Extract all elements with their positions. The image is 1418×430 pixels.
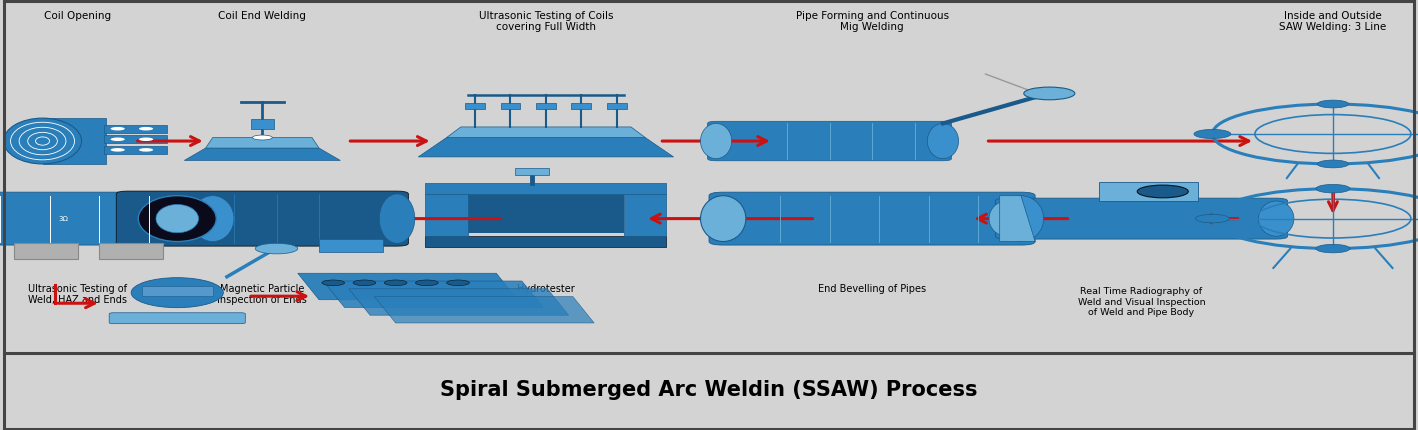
Text: Hydrotester: Hydrotester xyxy=(518,284,574,294)
FancyBboxPatch shape xyxy=(571,103,591,109)
Circle shape xyxy=(252,135,272,140)
Circle shape xyxy=(255,243,298,254)
FancyBboxPatch shape xyxy=(468,194,624,233)
Text: End Bevelling of Pipes: End Bevelling of Pipes xyxy=(818,284,926,294)
Polygon shape xyxy=(298,273,518,300)
Ellipse shape xyxy=(138,196,216,242)
FancyBboxPatch shape xyxy=(425,236,666,247)
Ellipse shape xyxy=(700,196,746,242)
Circle shape xyxy=(1195,215,1229,223)
Circle shape xyxy=(447,280,469,286)
FancyBboxPatch shape xyxy=(465,103,485,109)
FancyBboxPatch shape xyxy=(425,194,468,236)
Polygon shape xyxy=(374,297,594,323)
Ellipse shape xyxy=(380,194,415,243)
Circle shape xyxy=(353,280,376,286)
Polygon shape xyxy=(323,281,543,307)
Text: Magnetic Particle
Inspection of Ends: Magnetic Particle Inspection of Ends xyxy=(217,284,308,305)
Text: Coil End Welding: Coil End Welding xyxy=(218,11,306,21)
FancyBboxPatch shape xyxy=(43,118,106,164)
Circle shape xyxy=(111,138,125,141)
FancyBboxPatch shape xyxy=(995,198,1288,239)
Text: Ultrasonic Testing of Coils
covering Full Width: Ultrasonic Testing of Coils covering Ful… xyxy=(479,11,613,32)
Circle shape xyxy=(139,127,153,130)
Ellipse shape xyxy=(990,201,1024,236)
FancyBboxPatch shape xyxy=(104,125,167,132)
Circle shape xyxy=(384,280,407,286)
Text: Coil Opening: Coil Opening xyxy=(44,11,112,21)
Ellipse shape xyxy=(1259,201,1293,236)
Circle shape xyxy=(1317,160,1349,168)
FancyBboxPatch shape xyxy=(14,243,78,259)
Circle shape xyxy=(322,280,345,286)
Circle shape xyxy=(111,127,125,130)
Circle shape xyxy=(415,280,438,286)
FancyBboxPatch shape xyxy=(109,313,245,324)
Circle shape xyxy=(1316,244,1350,253)
FancyBboxPatch shape xyxy=(709,192,1035,245)
Polygon shape xyxy=(206,138,319,148)
Ellipse shape xyxy=(130,278,224,307)
FancyBboxPatch shape xyxy=(501,103,520,109)
Ellipse shape xyxy=(998,196,1044,242)
Text: Ultrasonic Testing of
Weld, HAZ and Ends: Ultrasonic Testing of Weld, HAZ and Ends xyxy=(28,284,128,305)
Ellipse shape xyxy=(700,123,732,159)
Polygon shape xyxy=(418,138,674,157)
Polygon shape xyxy=(184,148,340,160)
Circle shape xyxy=(1137,185,1188,198)
Circle shape xyxy=(111,148,125,152)
Circle shape xyxy=(139,138,153,141)
Circle shape xyxy=(139,148,153,152)
FancyBboxPatch shape xyxy=(104,135,167,143)
FancyBboxPatch shape xyxy=(142,286,213,296)
Ellipse shape xyxy=(156,205,199,233)
FancyBboxPatch shape xyxy=(1099,181,1198,201)
FancyBboxPatch shape xyxy=(515,168,549,175)
Ellipse shape xyxy=(927,123,959,159)
FancyBboxPatch shape xyxy=(536,103,556,109)
FancyBboxPatch shape xyxy=(708,121,951,161)
FancyBboxPatch shape xyxy=(319,239,383,252)
Ellipse shape xyxy=(191,196,234,242)
FancyBboxPatch shape xyxy=(251,119,274,129)
FancyBboxPatch shape xyxy=(607,103,627,109)
Circle shape xyxy=(1024,87,1075,100)
Circle shape xyxy=(1194,129,1231,138)
Polygon shape xyxy=(447,127,645,138)
Polygon shape xyxy=(349,289,569,315)
Text: Pipe Forming and Continuous
Mig Welding: Pipe Forming and Continuous Mig Welding xyxy=(795,11,949,32)
Text: Inside and Outside
SAW Welding: 3 Line: Inside and Outside SAW Welding: 3 Line xyxy=(1279,11,1387,32)
FancyBboxPatch shape xyxy=(425,183,666,194)
Circle shape xyxy=(1316,184,1350,193)
Text: Spiral Submerged Arc Weldin (SSAW) Process: Spiral Submerged Arc Weldin (SSAW) Proce… xyxy=(440,380,978,400)
FancyBboxPatch shape xyxy=(624,194,666,236)
FancyBboxPatch shape xyxy=(99,243,163,259)
FancyBboxPatch shape xyxy=(0,192,227,245)
Polygon shape xyxy=(1000,196,1035,242)
FancyBboxPatch shape xyxy=(116,191,408,246)
Text: Real Time Radiography of
Weld and Visual Inspection
of Weld and Pipe Body: Real Time Radiography of Weld and Visual… xyxy=(1078,287,1205,317)
Ellipse shape xyxy=(4,118,81,164)
FancyBboxPatch shape xyxy=(104,146,167,154)
Text: 3Ω: 3Ω xyxy=(60,215,68,221)
Circle shape xyxy=(1317,100,1349,108)
